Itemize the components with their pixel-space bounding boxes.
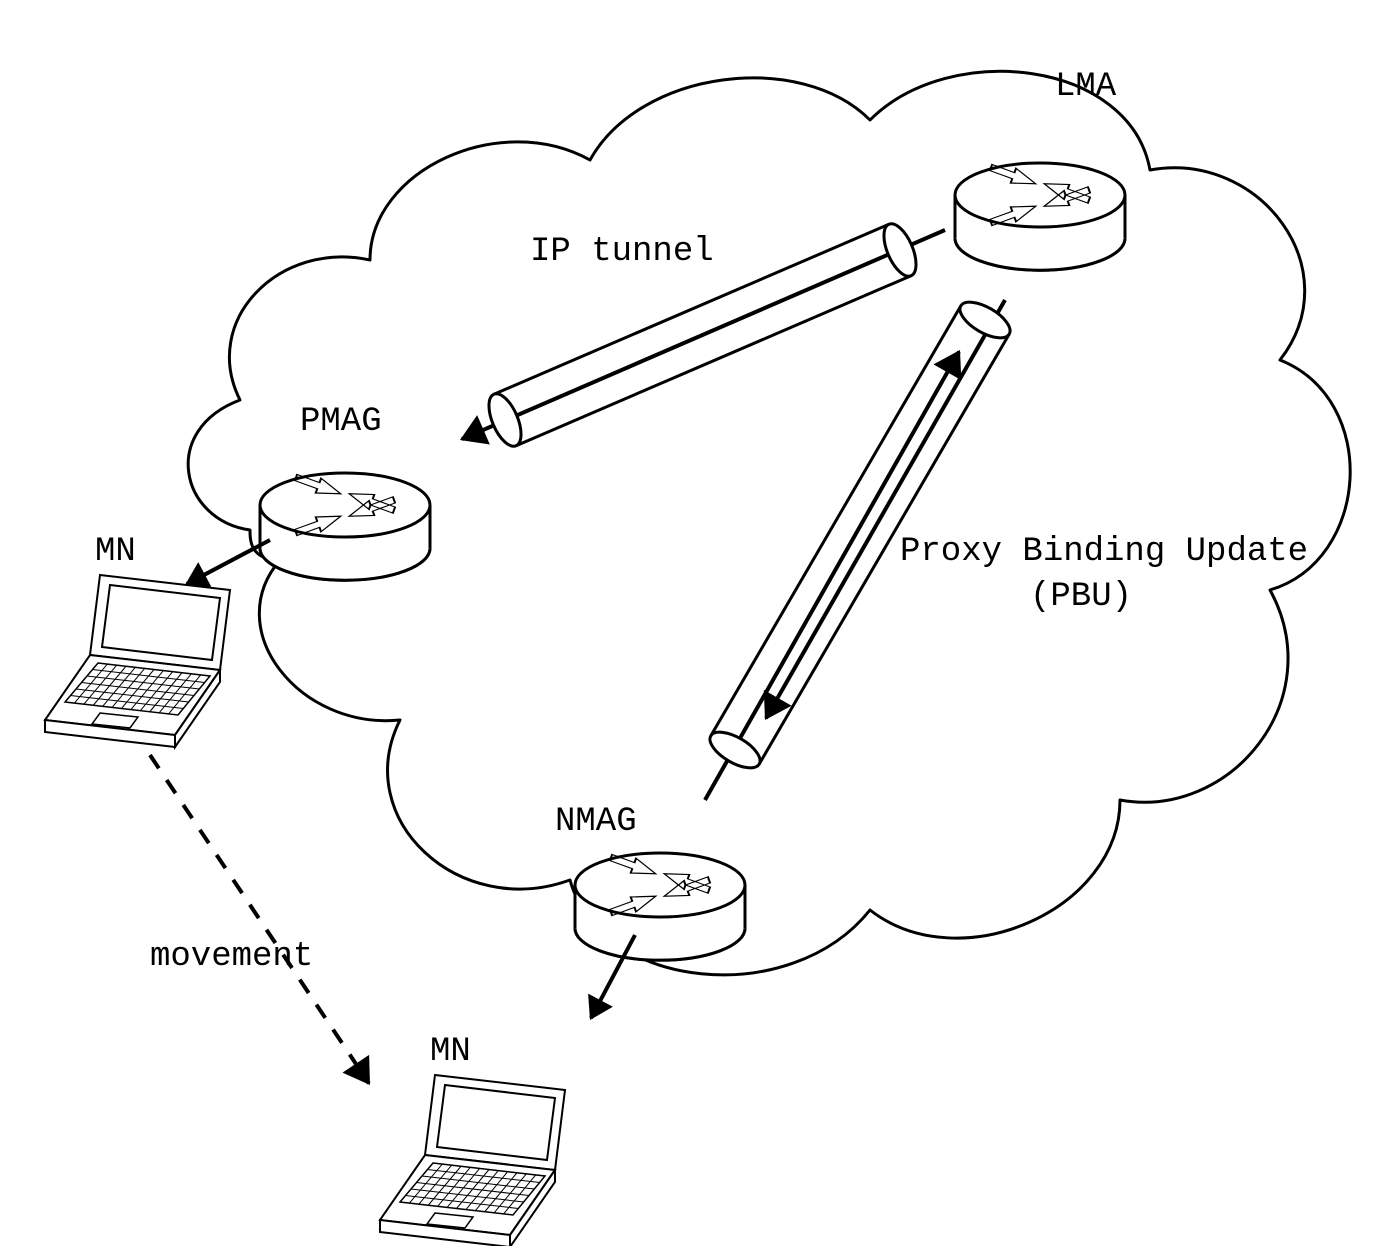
- arrow-movement: [150, 755, 369, 1083]
- label-pmag: PMAG: [300, 403, 382, 441]
- router-pmag: [260, 470, 430, 580]
- router-nmag: [575, 850, 745, 960]
- label-lma: LMA: [1055, 68, 1117, 106]
- label-ip-tunnel: IP tunnel: [530, 233, 714, 271]
- laptop-mn-2: [380, 1075, 565, 1246]
- arrow-movement-head: [342, 1055, 370, 1085]
- arrow-lma-to-nmag: [766, 300, 1005, 718]
- label-nmag: NMAG: [555, 803, 637, 841]
- label-pbu-line1: Proxy Binding Update: [900, 533, 1308, 571]
- arrow-nmag-to-lma: [705, 352, 959, 800]
- laptop-mn-1: [45, 575, 230, 747]
- label-pbu-line2: (PBU): [1030, 578, 1132, 616]
- label-mn-1: MN: [95, 533, 136, 571]
- label-mn-2: MN: [430, 1033, 471, 1071]
- router-lma: [955, 160, 1125, 270]
- label-movement: movement: [150, 938, 313, 976]
